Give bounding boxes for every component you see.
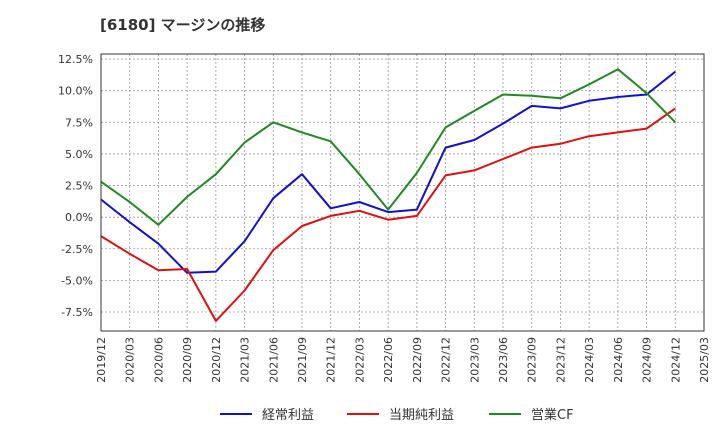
x-tick-label: 2022/03 <box>353 337 366 383</box>
x-tick-label: 2022/09 <box>411 337 424 383</box>
x-tick-label: 2021/06 <box>267 337 280 383</box>
x-tick-label: 2024/06 <box>612 337 625 383</box>
legend-label-operating-cf: 営業CF <box>531 407 574 423</box>
y-tick-label: 7.5% <box>65 116 93 129</box>
y-tick-label: 5.0% <box>65 148 93 161</box>
plot-frame <box>100 53 705 332</box>
grid-lines <box>100 54 705 331</box>
x-axis-ticks: 2019/12 2020/03 2020/06 2020/09 2020/12 2021/… <box>95 337 711 383</box>
y-tick-label: 10.0% <box>58 85 93 98</box>
x-tick-label: 2024/09 <box>641 337 654 383</box>
x-tick-label: 2020/06 <box>152 337 165 383</box>
x-tick-label: 2021/12 <box>325 337 338 383</box>
x-tick-label: 2023/09 <box>526 337 539 383</box>
x-tick-label: 2020/09 <box>181 337 194 383</box>
x-tick-label: 2019/12 <box>95 337 108 383</box>
series-line-operating-cf <box>100 68 677 226</box>
y-tick-label: -5.0% <box>61 274 93 287</box>
series-line-ordinary-profit <box>100 70 676 274</box>
x-tick-label: 2024/12 <box>669 337 682 383</box>
x-tick-label: 2023/03 <box>468 337 481 383</box>
legend-label-net-profit: 当期純利益 <box>389 408 454 423</box>
y-tick-label: 12.5% <box>58 53 93 66</box>
x-tick-label: 2024/03 <box>583 337 596 383</box>
x-tick-label: 2021/03 <box>239 337 252 383</box>
y-tick-label: -2.5% <box>61 243 93 256</box>
x-tick-label: 2025/03 <box>698 337 711 383</box>
x-tick-label: 2022/06 <box>382 337 395 383</box>
legend-label-ordinary-profit: 経常利益 <box>262 408 314 423</box>
series-line-net-profit <box>100 107 676 322</box>
y-tick-label: 2.5% <box>65 180 93 193</box>
x-tick-label: 2023/06 <box>497 337 510 383</box>
legend: 経常利益 当期純利益 営業CF <box>220 407 574 423</box>
x-tick-label: 2022/12 <box>440 337 453 383</box>
y-tick-label: -7.5% <box>61 306 93 319</box>
series-lines <box>100 68 677 322</box>
x-tick-label: 2020/03 <box>124 337 137 383</box>
y-tick-label: 0.0% <box>65 211 93 224</box>
y-axis-ticks: -7.5% -5.0% -2.5% 0.0% 2.5% 5.0% 7.5% 10.0% 12.5… <box>58 53 93 319</box>
x-tick-label: 2023/12 <box>554 337 567 383</box>
x-tick-label: 2020/12 <box>210 337 223 383</box>
chart-title: [6180] マージンの推移 <box>100 16 266 34</box>
x-tick-label: 2021/09 <box>296 337 309 383</box>
